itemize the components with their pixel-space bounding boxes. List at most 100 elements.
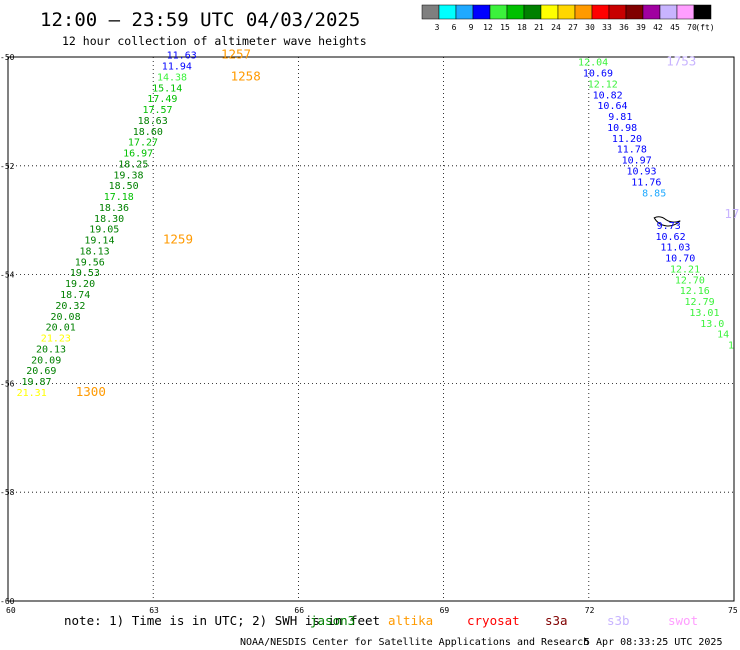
swh-data-label: 18.60	[133, 127, 163, 138]
data-points: 11.6311.9414.3815.1417.4917.5718.6318.60…	[17, 51, 734, 399]
swh-data-label: 18.50	[109, 181, 139, 192]
swh-data-label: 17.49	[147, 94, 177, 105]
x-tick-label: 60	[6, 606, 16, 615]
swh-data-label: 14	[717, 330, 729, 341]
time-labels: 1257 1258 1259 1300 1753 1752	[76, 47, 740, 399]
x-tick-label: 69	[440, 606, 450, 615]
swh-data-label: 12.16	[680, 286, 710, 297]
legend-label: 45	[670, 23, 680, 32]
swh-data-label: 11.03	[660, 243, 690, 254]
x-tick-label: 63	[149, 606, 159, 615]
legend-label: 33	[602, 23, 612, 32]
swh-data-label: 12.12	[588, 79, 618, 90]
pass-time-label: 1752	[724, 206, 740, 221]
legend-swatch	[455, 4, 474, 20]
y-tick-label: -54	[0, 271, 15, 280]
swh-data-label: 20.01	[46, 323, 76, 334]
legend-unit: (ft)	[695, 23, 714, 32]
legend-swatch	[591, 4, 610, 20]
swh-data-label: 11.78	[617, 145, 647, 156]
swh-data-label: 18.30	[94, 214, 124, 225]
legend-swatch	[608, 4, 627, 20]
pass-time-label: 1300	[76, 384, 106, 399]
swh-data-label: 9.73	[657, 221, 681, 232]
swh-data-label: 20.09	[31, 355, 61, 366]
y-tick-label: -56	[0, 379, 15, 388]
swh-data-label: 1	[728, 341, 734, 352]
swh-data-label: 8.85	[642, 188, 666, 199]
swh-data-label: 10.93	[626, 167, 656, 178]
swh-data-label: 13.01	[689, 308, 719, 319]
legend-swatch	[557, 4, 576, 20]
legend-swatch	[659, 4, 678, 20]
legend-swatch	[489, 4, 508, 20]
satellite-legend: jason3 altika cryosat s3a s3b swot	[310, 613, 698, 628]
chart-title: 12:00 — 23:59 UTC 04/03/2025	[40, 9, 360, 31]
legend-label: 36	[619, 23, 629, 32]
swh-data-label: 18.74	[60, 290, 90, 301]
legend-label: 21	[534, 23, 544, 32]
swh-data-label: 12.04	[578, 58, 608, 69]
footer-credit: NOAA/NESDIS Center for Satellite Applica…	[240, 637, 589, 648]
pass-time-label: 1753	[666, 54, 696, 69]
legend-swatch	[693, 4, 712, 20]
pass-time-label: 1257	[221, 47, 251, 62]
plot-frame	[7, 56, 735, 602]
legend-label: 18	[517, 23, 527, 32]
swh-data-label: 20.13	[36, 344, 66, 355]
coastline	[653, 216, 681, 227]
y-tick-label: -50	[0, 53, 15, 62]
legend-swatch	[574, 4, 593, 20]
legend-label: 15	[500, 23, 510, 32]
legend-label: 27	[568, 23, 578, 32]
swh-data-label: 10.97	[622, 156, 652, 167]
swh-data-label: 21.31	[17, 388, 47, 399]
swh-data-label: 12.21	[670, 264, 700, 275]
swh-data-label: 19.05	[89, 225, 119, 236]
legend-swatch	[438, 4, 457, 20]
swh-data-label: 12.70	[675, 275, 705, 286]
swh-data-label: 20.69	[26, 366, 56, 377]
swh-data-label: 14.38	[157, 72, 187, 83]
swh-data-label: 9.81	[608, 112, 632, 123]
swh-data-label: 10.98	[607, 123, 637, 134]
chart-subtitle: 12 hour collection of altimeter wave hei…	[62, 34, 367, 48]
pass-time-label: 1258	[231, 68, 261, 83]
swh-data-label: 20.32	[55, 301, 85, 312]
legend-swatch	[642, 4, 661, 20]
footer-timestamp: 5 Apr 08:33:25 UTC 2025	[584, 637, 722, 648]
legend-label: 70	[687, 23, 697, 32]
legend-swatch	[472, 4, 491, 20]
legend-label: 30	[585, 23, 595, 32]
swh-data-label: 21.23	[41, 334, 71, 345]
satellite-name: cryosat	[467, 613, 520, 628]
satellite-name: altika	[388, 613, 433, 628]
satellite-name: s3b	[607, 613, 630, 628]
legend-label: 24	[551, 23, 561, 32]
pass-time-label: 1259	[163, 232, 193, 247]
legend-swatch	[506, 4, 525, 20]
swh-data-label: 18.25	[118, 159, 148, 170]
x-tick-label: 72	[585, 606, 595, 615]
plot-grid	[8, 57, 734, 601]
swh-data-label: 20.08	[50, 312, 80, 323]
swh-data-label: 18.13	[80, 246, 110, 257]
x-tick-label: 66	[294, 606, 304, 615]
y-tick-label: -52	[0, 162, 15, 171]
legend-label: 9	[469, 23, 474, 32]
swh-data-label: 10.64	[597, 101, 627, 112]
legend-label: 6	[452, 23, 457, 32]
swh-data-label: 19.20	[65, 279, 95, 290]
swh-data-label: 16.97	[123, 149, 153, 160]
swh-data-label: 19.53	[70, 268, 100, 279]
swh-data-label: 10.62	[655, 232, 685, 243]
swh-data-label: 17.57	[142, 105, 172, 116]
swh-data-label: 13.0	[700, 319, 724, 330]
axis-ticks: 60 63 66 69 72 75 -50 -52 -54 -56 -58 -60	[0, 53, 738, 615]
legend-label: 42	[653, 23, 663, 32]
y-tick-label: -58	[0, 488, 15, 497]
color-legend: 3 6 9 12 15 18 21 24 27 30 33 36 39 42 45 70(ft)	[421, 4, 715, 32]
swh-data-label: 15.14	[152, 83, 182, 94]
legend-label: 39	[636, 23, 646, 32]
